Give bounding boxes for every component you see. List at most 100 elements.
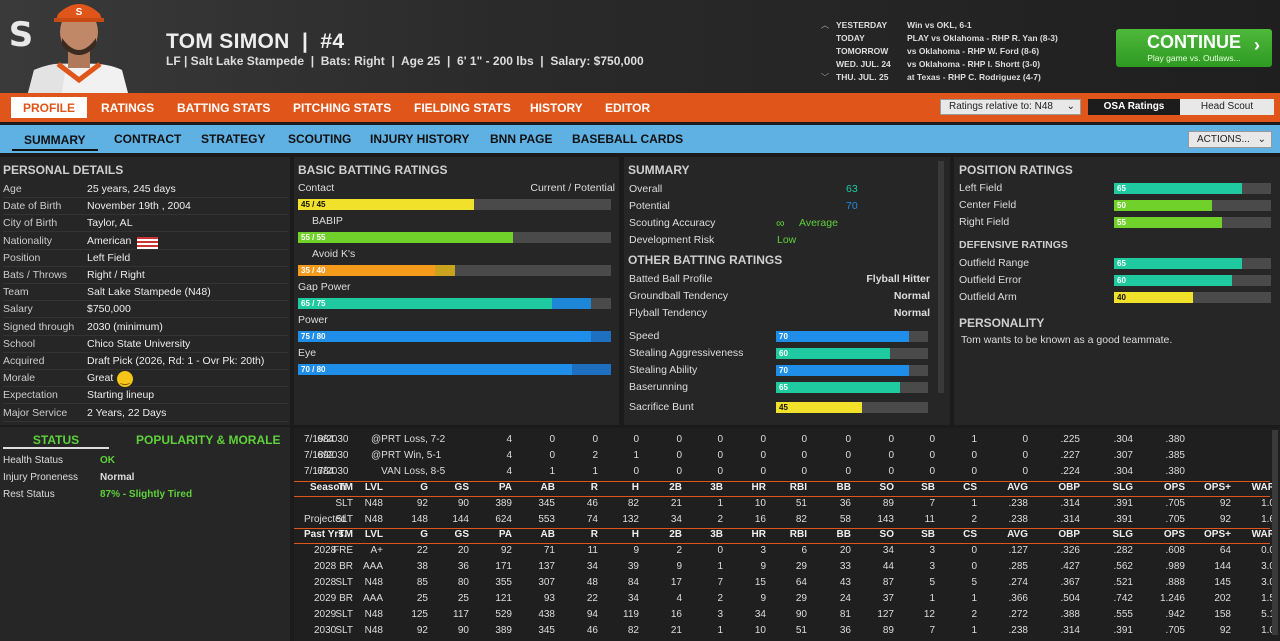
- rating-bar-current: [776, 382, 900, 393]
- column-header[interactable]: H: [631, 529, 639, 540]
- column-header[interactable]: PA: [498, 482, 512, 493]
- actions-dropdown[interactable]: ACTIONS... ⌄: [1188, 131, 1272, 148]
- column-header[interactable]: R: [590, 529, 598, 540]
- cell: 0: [929, 434, 935, 445]
- column-header[interactable]: AB: [540, 482, 555, 493]
- cell: 0: [549, 450, 555, 461]
- tab-popularity-morale[interactable]: POPULARITY & MORALE: [136, 433, 281, 447]
- game-log-row[interactable]: 7/17/2030 VAN Loss, 8-5 4 1 1 0 0 0 0 0 0 0 0 0 0 .224 .3…: [294, 464, 1274, 480]
- column-header[interactable]: WAR: [1251, 529, 1275, 540]
- column-header[interactable]: TM: [338, 529, 353, 540]
- column-header[interactable]: SB: [921, 482, 935, 493]
- column-header[interactable]: R: [590, 482, 598, 493]
- column-header[interactable]: TM: [338, 482, 353, 493]
- game-opponent: @PRT: [371, 434, 401, 445]
- column-header[interactable]: SO: [879, 529, 894, 540]
- tab-scouting[interactable]: SCOUTING: [288, 132, 352, 146]
- column-header[interactable]: HR: [751, 482, 766, 493]
- app-logo[interactable]: S: [8, 15, 34, 55]
- tab-batting-stats[interactable]: BATTING STATS: [177, 101, 271, 115]
- schedule-game[interactable]: Win vs OKL, 6-1: [907, 20, 972, 30]
- tab-fielding-stats[interactable]: FIELDING STATS: [414, 101, 511, 115]
- column-header[interactable]: OPS: [1163, 482, 1185, 493]
- column-header[interactable]: LVL: [364, 482, 383, 493]
- table-row[interactable]: 2028 SLT N48 85 80 355 307 48 84 17 7 15 64 43 87 5 5 .27…: [294, 575, 1275, 591]
- column-header[interactable]: G: [420, 482, 428, 493]
- column-header[interactable]: 2B: [669, 482, 682, 493]
- column-header[interactable]: AVG: [1007, 482, 1028, 493]
- tab-pitching-stats[interactable]: PITCHING STATS: [293, 101, 392, 115]
- tab-injury-history[interactable]: INJURY HISTORY: [370, 132, 470, 146]
- column-header[interactable]: HR: [751, 529, 766, 540]
- column-header[interactable]: SLG: [1112, 529, 1133, 540]
- table-row[interactable]: 2029 BR AAA 25 25 121 93 22 34 4 2 9 29 24 37 1 1.366.50…: [294, 591, 1275, 607]
- column-header[interactable]: H: [631, 482, 639, 493]
- tab-bnn-page[interactable]: BNN PAGE: [490, 132, 553, 146]
- column-header[interactable]: RBI: [789, 482, 807, 493]
- column-header[interactable]: OPS+: [1204, 529, 1231, 540]
- summary-scrollbar[interactable]: [938, 161, 944, 393]
- column-header[interactable]: G: [420, 529, 428, 540]
- head-scout-toggle[interactable]: Head Scout: [1180, 99, 1274, 115]
- schedule-game[interactable]: at Texas - RHP C. Rodriguez (4-7): [907, 72, 1041, 82]
- schedule-down-icon[interactable]: ﹀: [820, 72, 830, 82]
- tab-profile[interactable]: PROFILE: [11, 97, 88, 118]
- column-header[interactable]: OPS: [1163, 529, 1185, 540]
- table-row[interactable]: 2028 FRE A+ 22 20 92 71 11 9 2 0 3 6 20 34 3 0.127.326.2…: [294, 543, 1275, 559]
- column-header[interactable]: RBI: [789, 529, 807, 540]
- column-header[interactable]: 3B: [710, 482, 723, 493]
- chevron-down-icon: ⌄: [1257, 134, 1266, 145]
- column-header[interactable]: OBP: [1058, 482, 1080, 493]
- tab-history[interactable]: HISTORY: [530, 101, 583, 115]
- schedule-game[interactable]: PLAY vs Oklahoma - RHP R. Yan (8-3): [907, 33, 1058, 43]
- tab-strategy[interactable]: STRATEGY: [201, 132, 266, 146]
- column-header[interactable]: SLG: [1112, 482, 1133, 493]
- detail-value[interactable]: Salt Lake Stampede (N48): [87, 286, 211, 299]
- column-header[interactable]: OPS+: [1204, 482, 1231, 493]
- continue-button[interactable]: CONTINUE Play game vs. Outlaws... ›: [1116, 29, 1272, 67]
- tab-editor[interactable]: EDITOR: [605, 101, 651, 115]
- column-header[interactable]: BB: [836, 482, 851, 493]
- tab-ratings[interactable]: RATINGS: [101, 101, 155, 115]
- column-header[interactable]: BB: [836, 529, 851, 540]
- detail-value: American: [87, 234, 132, 247]
- cell: 74: [586, 514, 598, 525]
- tab-status[interactable]: STATUS: [3, 431, 109, 449]
- table-row[interactable]: Projected SLT N48 148 144 624 553 74 132 34 2 16 82 5…: [294, 512, 1275, 528]
- tab-baseball-cards[interactable]: BASEBALL CARDS: [572, 132, 684, 146]
- ratings-relative-select[interactable]: Ratings relative to: N48 ⌄: [940, 99, 1081, 115]
- schedule-game[interactable]: vs Oklahoma - RHP I. Shortt (3-0): [907, 59, 1041, 69]
- column-header[interactable]: AVG: [1007, 529, 1028, 540]
- schedule-list: ︿ YESTERDAY Win vs OKL, 6-1 TODAY PLAY vs O…: [814, 19, 1058, 84]
- column-header[interactable]: PA: [498, 529, 512, 540]
- rating-bar: 75 / 80: [298, 331, 611, 342]
- column-header[interactable]: 3B: [710, 529, 723, 540]
- column-header[interactable]: LVL: [364, 529, 383, 540]
- table-scrollbar[interactable]: [1272, 430, 1278, 635]
- osa-ratings-toggle[interactable]: OSA Ratings: [1088, 99, 1180, 115]
- column-header[interactable]: GS: [454, 529, 469, 540]
- column-header[interactable]: SO: [879, 482, 894, 493]
- column-header[interactable]: OBP: [1058, 529, 1080, 540]
- game-log-row[interactable]: 7/18/2030 @PRT Win, 5-1 4 0 2 1 0 0 0 0 0 0 0 0 0 .227 .3…: [294, 448, 1274, 464]
- column-header[interactable]: AB: [540, 529, 555, 540]
- column-header[interactable]: GS: [454, 482, 469, 493]
- schedule-game[interactable]: vs Oklahoma - RHP W. Ford (8-6): [907, 46, 1040, 56]
- table-row[interactable]: SLT N48 92 90 389 345 46 82 21 1 10 51 36 89 7 1 .238 .31…: [294, 496, 1275, 512]
- table-row[interactable]: 2029 SLT N48 125 117 529 438 94 119 16 3 34 90 81 127 1…: [294, 607, 1275, 623]
- tab-summary[interactable]: SUMMARY: [12, 127, 98, 151]
- column-header[interactable]: CS: [963, 482, 977, 493]
- column-header[interactable]: WAR: [1251, 482, 1275, 493]
- schedule-up-icon[interactable]: ︿: [820, 20, 830, 30]
- table-row[interactable]: 2030 SLT N48 92 90 389 345 46 82 21 1 10 51 36 89 7 1 .23…: [294, 623, 1275, 639]
- detail-value[interactable]: Chico State University: [87, 337, 191, 350]
- game-date: 7/17/2030: [304, 466, 349, 477]
- tab-contract[interactable]: CONTRACT: [114, 132, 182, 146]
- table-row[interactable]: 2028 BR AAA 38 36 171 137 34 39 9 1 9 29 33 44 3 0.285.4…: [294, 559, 1275, 575]
- column-header[interactable]: CS: [963, 529, 977, 540]
- cell: 48: [586, 577, 598, 588]
- game-log-row[interactable]: 7/19/2030 @PRT Loss, 7-2 4 0 0 0 0 0 0 0 0 0 0 1 0 .225.…: [294, 432, 1274, 448]
- column-header[interactable]: SB: [921, 529, 935, 540]
- cell: 11: [587, 545, 598, 556]
- column-header[interactable]: 2B: [669, 529, 682, 540]
